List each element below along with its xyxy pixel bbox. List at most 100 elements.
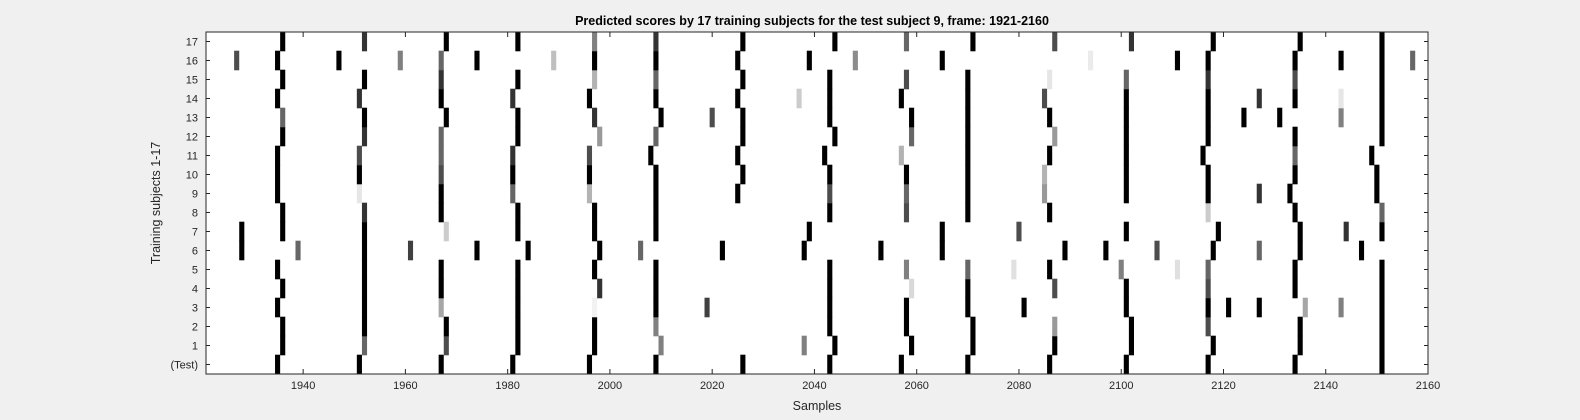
heatmap-cell xyxy=(1205,354,1211,375)
heatmap-cell xyxy=(1052,335,1058,356)
heatmap-cell xyxy=(438,278,444,299)
y-tick-label: 5 xyxy=(192,265,198,277)
heatmap-cell xyxy=(1011,259,1017,280)
x-tick-label: 2040 xyxy=(802,380,826,392)
x-tick-label: 2060 xyxy=(904,380,928,392)
heatmap-cell xyxy=(515,316,521,337)
y-tick-label: 6 xyxy=(192,246,198,258)
heatmap-cell xyxy=(356,145,362,166)
heatmap-cell xyxy=(1123,88,1129,109)
heatmap-cell xyxy=(658,107,664,128)
heatmap-cell xyxy=(443,107,449,128)
heatmap-cell xyxy=(1041,88,1048,109)
heatmap-cell xyxy=(1374,183,1380,204)
heatmap-cell xyxy=(1205,316,1211,337)
heatmap-cell xyxy=(827,183,833,204)
heatmap-cell xyxy=(361,126,368,147)
heatmap-cell xyxy=(361,31,368,52)
heatmap-cell xyxy=(597,126,603,147)
heatmap-cell xyxy=(735,145,741,166)
heatmap-cell xyxy=(515,221,521,242)
heatmap-cell xyxy=(653,354,659,375)
heatmap-cell xyxy=(1210,240,1216,261)
heatmap-cell xyxy=(965,145,971,166)
heatmap-cell xyxy=(592,69,598,90)
heatmap-cell xyxy=(1041,164,1048,185)
y-tick-label: 10 xyxy=(186,170,198,182)
heatmap-cell xyxy=(280,69,286,90)
heatmap-cell xyxy=(443,221,449,242)
heatmap-cell xyxy=(1052,31,1058,52)
heatmap-cell xyxy=(909,335,915,356)
heatmap-cell xyxy=(592,335,598,356)
heatmap-cell xyxy=(438,88,444,109)
x-tick-label: 2080 xyxy=(1007,380,1031,392)
heatmap-cell xyxy=(280,221,286,242)
heatmap-cell xyxy=(965,107,971,128)
heatmap-cell xyxy=(1118,259,1124,280)
heatmap-cell xyxy=(832,126,838,147)
heatmap-cells xyxy=(234,31,1416,375)
heatmap-cell xyxy=(735,50,741,71)
y-axis-label: Training subjects 1-17 xyxy=(149,142,163,265)
x-tick-label: 2020 xyxy=(700,380,724,392)
x-tick-label: 2120 xyxy=(1211,380,1235,392)
heatmap-cell xyxy=(1128,335,1134,356)
x-axis-ticks: 1940 1960 1980 2000 2020 2040 2060 2080 2100 2120… xyxy=(291,32,1440,392)
heatmap-cell xyxy=(1205,164,1211,185)
heatmap-cell xyxy=(653,316,659,337)
heatmap-cell xyxy=(709,107,715,128)
heatmap-cell xyxy=(1123,278,1129,299)
heatmap-cell xyxy=(1292,259,1298,280)
heatmap-cell xyxy=(1154,240,1160,261)
heatmap-cell xyxy=(965,126,971,147)
heatmap-cell xyxy=(1103,240,1109,261)
heatmap-cell xyxy=(275,145,281,166)
heatmap-cell xyxy=(443,31,449,52)
heatmap-cell xyxy=(438,50,444,71)
heatmap-cell xyxy=(653,164,659,185)
y-tick-label: 9 xyxy=(192,189,198,201)
heatmap-cell xyxy=(653,259,659,280)
heatmap-cell xyxy=(1302,297,1308,318)
heatmap-cell xyxy=(1277,107,1283,128)
heatmap-cell xyxy=(438,259,444,280)
heatmap-cell xyxy=(1256,88,1262,109)
heatmap-cell xyxy=(970,316,976,337)
heatmap-cell xyxy=(909,278,915,299)
heatmap-cell xyxy=(592,31,598,52)
heatmap-cell xyxy=(898,354,904,375)
heatmap-cell xyxy=(1379,259,1385,280)
heatmap-cell xyxy=(832,31,838,52)
x-tick-label: 1940 xyxy=(291,380,315,392)
heatmap-cell xyxy=(586,183,593,204)
heatmap-cell xyxy=(1358,240,1365,261)
heatmap-cell xyxy=(1297,240,1303,261)
heatmap-cell xyxy=(361,69,368,90)
heatmap-cell xyxy=(1379,221,1385,242)
heatmap-cell xyxy=(525,240,531,261)
heatmap-cell xyxy=(827,69,833,90)
heatmap-cell xyxy=(1174,259,1181,280)
heatmap-cell xyxy=(586,88,593,109)
heatmap-cell xyxy=(510,88,516,109)
heatmap-cell xyxy=(740,354,746,375)
heatmap-cell xyxy=(280,107,286,128)
y-tick-label: 3 xyxy=(192,303,198,315)
y-tick-label: 11 xyxy=(187,151,198,163)
heatmap-cell xyxy=(1379,31,1385,52)
heatmap-cell xyxy=(735,88,741,109)
heatmap-cell xyxy=(1128,31,1134,52)
heatmap-cell xyxy=(438,354,444,375)
heatmap-cell xyxy=(356,354,362,375)
heatmap-cell xyxy=(965,297,971,318)
heatmap-cell xyxy=(1338,88,1344,109)
y-tick-label: 13 xyxy=(186,113,198,125)
heatmap-cell xyxy=(1041,183,1048,204)
heatmap-cell xyxy=(443,335,449,356)
heatmap-cell xyxy=(1016,221,1022,242)
heatmap-cell xyxy=(356,164,362,185)
heatmap-cell xyxy=(510,354,516,375)
heatmap-cell xyxy=(1379,316,1385,337)
heatmap-cell xyxy=(1205,107,1211,128)
